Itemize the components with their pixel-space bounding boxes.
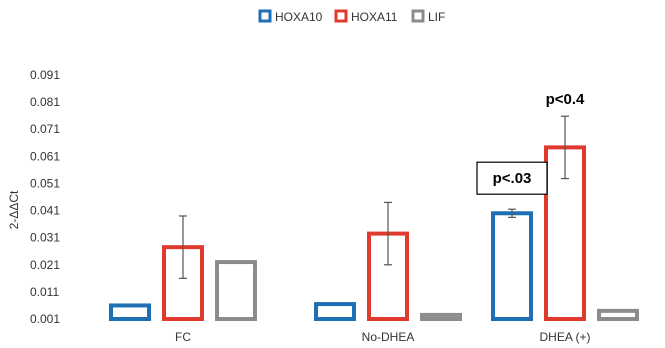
bar-hoxa10-1	[314, 302, 356, 322]
y-tick-label: 0.081	[30, 95, 60, 109]
y-tick-label: 0.091	[30, 68, 60, 82]
legend-label-hoxa10: HOXA10	[275, 10, 323, 24]
x-category-label: DHEA (+)	[539, 330, 590, 344]
bar-hoxa10-0	[109, 303, 151, 322]
x-category-label: No-DHEA	[362, 330, 415, 344]
x-axis-categories: FC No-DHEA DHEA (+)	[175, 330, 591, 344]
legend-label-lif: LIF	[428, 10, 445, 24]
bar-lif-0	[215, 260, 257, 322]
y-axis-label: 2-ΔΔCt	[7, 190, 21, 229]
error-bars	[179, 115, 569, 279]
annotation-box	[476, 161, 548, 195]
bars	[109, 145, 639, 322]
y-tick-label: 0.001	[30, 312, 60, 326]
annotation-pvalue: p<0.4	[546, 91, 585, 108]
x-category-label: FC	[175, 330, 191, 344]
y-tick-label: 0.011	[30, 285, 59, 299]
annotations: p<.03 p<0.4	[476, 91, 585, 195]
legend-swatch-lif	[411, 9, 425, 23]
bar-lif-2	[597, 308, 639, 322]
y-tick-label: 0.061	[30, 149, 60, 163]
y-tick-label: 0.031	[30, 231, 60, 245]
bar-hoxa10-2	[491, 211, 533, 321]
y-tick-label: 0.051	[30, 176, 60, 190]
legend-swatch-hoxa11	[334, 9, 348, 23]
bar-lif-1	[420, 312, 462, 321]
y-tick-label: 0.021	[30, 258, 60, 272]
legend-label-hoxa11: HOXA11	[351, 10, 398, 24]
y-axis-ticks: 0.001 0.011 0.021 0.031 0.041 0.051 0.061 0.071…	[30, 68, 60, 326]
annotation-pvalue: p<.03	[493, 170, 532, 187]
y-tick-label: 0.041	[30, 204, 60, 218]
legend: HOXA10 HOXA11 LIF	[258, 9, 445, 24]
legend-swatch-hoxa10	[258, 9, 272, 23]
y-tick-label: 0.071	[30, 122, 60, 136]
